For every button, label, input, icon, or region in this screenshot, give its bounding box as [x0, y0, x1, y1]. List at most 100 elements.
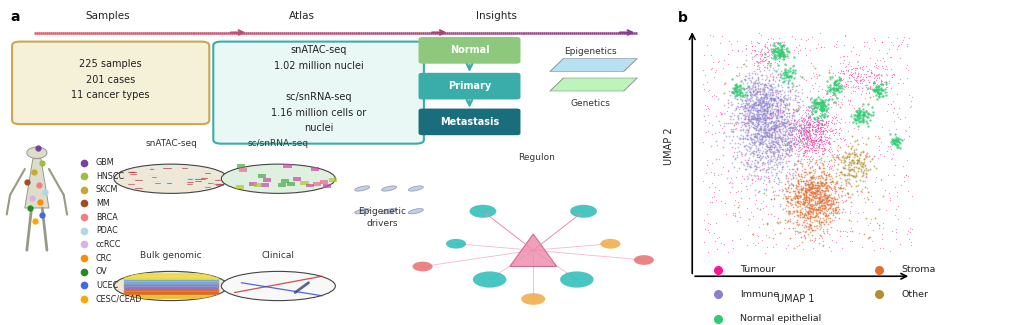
Point: [713, 172, 729, 177]
Point: [801, 125, 817, 131]
Point: [793, 132, 809, 137]
Point: [751, 117, 767, 122]
Point: [751, 188, 767, 193]
Point: [799, 160, 815, 165]
Point: [744, 108, 761, 113]
Point: [764, 101, 780, 107]
Text: Epigenetics: Epigenetics: [564, 47, 616, 57]
Point: [750, 145, 766, 150]
Point: [739, 127, 756, 132]
Point: [735, 101, 752, 106]
Point: [845, 173, 861, 178]
Point: [870, 87, 887, 92]
Point: [753, 140, 769, 145]
Point: [811, 165, 827, 170]
Point: [745, 92, 762, 98]
Point: [816, 203, 833, 208]
Point: [777, 218, 794, 223]
Point: [794, 90, 810, 95]
Point: [863, 70, 880, 75]
Point: [816, 180, 833, 185]
Point: [753, 81, 769, 86]
Point: [759, 134, 775, 139]
Point: [703, 160, 720, 165]
Point: [809, 186, 825, 191]
Point: [810, 136, 826, 141]
Point: [730, 116, 746, 121]
Point: [804, 238, 820, 243]
Point: [755, 62, 771, 67]
Point: [853, 119, 869, 124]
Point: [752, 105, 768, 110]
Point: [767, 160, 783, 165]
Point: [805, 130, 821, 135]
Point: [791, 230, 807, 235]
Point: [808, 212, 824, 217]
Point: [754, 81, 770, 86]
Point: [744, 88, 761, 94]
Point: [752, 125, 768, 130]
Point: [803, 175, 819, 180]
Point: [769, 161, 785, 166]
Point: [822, 220, 839, 225]
Point: [773, 69, 790, 74]
Point: [753, 50, 769, 55]
Point: [893, 138, 909, 143]
Point: [702, 52, 719, 58]
Point: [818, 139, 835, 145]
Point: [851, 110, 867, 115]
Point: [898, 41, 914, 46]
Point: [792, 210, 808, 215]
Point: [777, 69, 794, 74]
Point: [823, 64, 840, 69]
Point: [796, 196, 812, 201]
Point: [800, 115, 816, 120]
Point: [870, 134, 887, 139]
Point: [815, 105, 831, 110]
Point: [804, 227, 820, 232]
Point: [841, 155, 857, 160]
Point: [776, 123, 793, 128]
Point: [787, 192, 804, 197]
Point: [848, 170, 864, 176]
Point: [771, 100, 787, 105]
Point: [767, 106, 783, 111]
Point: [763, 110, 779, 115]
Point: [776, 75, 793, 81]
Point: [737, 103, 754, 108]
Point: [873, 39, 890, 44]
Point: [798, 148, 814, 153]
Point: [903, 243, 920, 248]
Point: [720, 104, 736, 109]
Point: [771, 58, 787, 64]
Point: [854, 74, 870, 79]
Point: [768, 45, 784, 50]
Text: ccRCC: ccRCC: [96, 240, 121, 249]
Point: [818, 173, 835, 178]
Point: [825, 131, 842, 136]
Point: [842, 211, 858, 216]
Point: [795, 178, 811, 183]
Point: [812, 207, 828, 212]
Point: [767, 143, 783, 149]
Point: [793, 47, 809, 53]
Point: [773, 49, 790, 54]
Point: [770, 45, 786, 50]
Point: [761, 52, 777, 58]
Point: [889, 36, 905, 41]
Point: [738, 159, 755, 164]
Point: [784, 142, 801, 147]
Point: [826, 186, 843, 191]
Point: [752, 168, 768, 173]
Point: [824, 100, 841, 106]
Point: [884, 156, 900, 161]
Point: [834, 116, 850, 122]
Point: [831, 185, 848, 190]
Point: [858, 168, 874, 173]
Point: [870, 94, 887, 99]
Point: [814, 139, 830, 144]
Point: [750, 108, 766, 113]
Point: [792, 123, 808, 128]
Point: [762, 111, 778, 116]
Point: [852, 77, 868, 82]
